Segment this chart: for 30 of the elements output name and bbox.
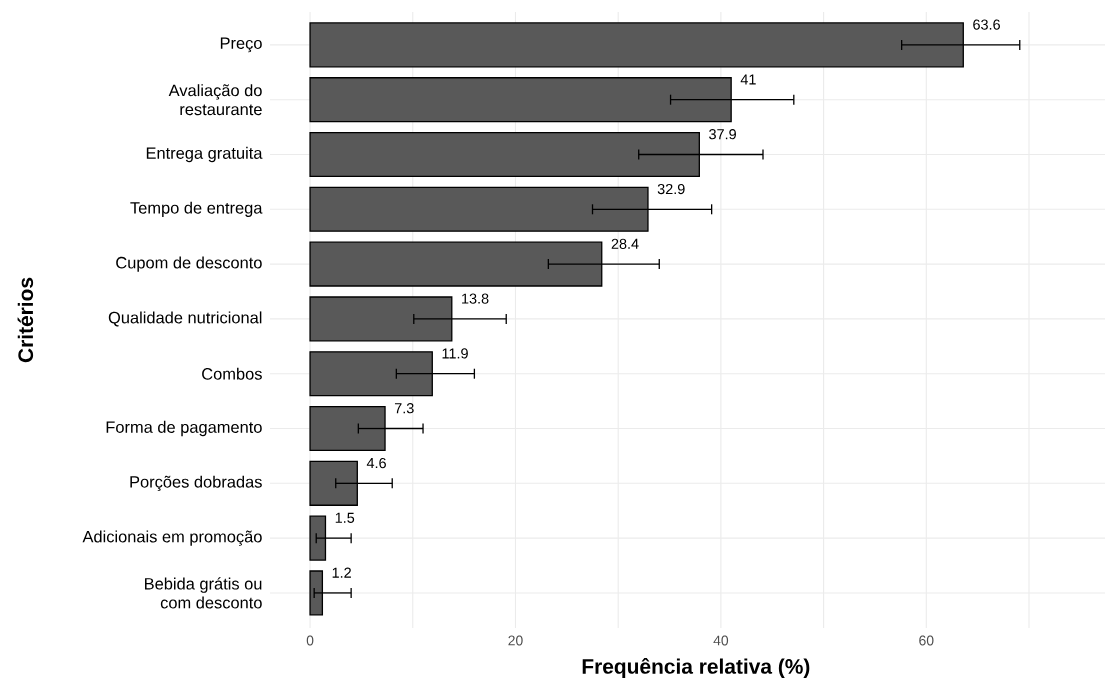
x-tick-label: 20 [508, 635, 523, 646]
data-label: 1.2 [332, 567, 351, 578]
data-label: 63.6 [973, 19, 1000, 30]
data-label: 4.6 [366, 457, 386, 469]
y-tick-label: Bebida grátis ou com desconto [145, 577, 262, 609]
y-tick-label: Forma de pagamento [106, 420, 262, 437]
y-tick-label: Combos [202, 367, 262, 380]
y-tick-label: Entrega gratuita [146, 146, 263, 163]
y-tick-label: Cupom de desconto [116, 256, 262, 272]
y-axis-title: Critérios [17, 277, 34, 363]
data-label: 32.9 [657, 183, 685, 195]
bar [309, 241, 603, 287]
data-label: 41 [740, 74, 756, 85]
y-tick-label: Avaliação do restaurante [168, 84, 262, 116]
y-tick-label: Preço [220, 37, 262, 53]
y-tick-label: Qualidade nutricional [108, 311, 262, 327]
data-label: 7.3 [394, 403, 414, 414]
y-tick-label: Porções dobradas [130, 475, 262, 492]
bar [309, 296, 453, 342]
x-tick-label: 0 [306, 635, 314, 646]
data-label: 37.9 [709, 129, 736, 140]
x-tick-label: 60 [919, 635, 934, 646]
data-label: 28.4 [611, 238, 639, 249]
data-label: 1.5 [335, 512, 355, 523]
x-axis-title: Frequência relativa (%) [582, 658, 810, 678]
x-tick-label: 40 [713, 635, 729, 646]
data-label: 13.8 [462, 293, 489, 304]
y-tick-label: Tempo de entrega [130, 201, 263, 217]
data-label: 11.9 [442, 348, 468, 359]
y-tick-label: Adicionais em promoção [82, 530, 262, 546]
